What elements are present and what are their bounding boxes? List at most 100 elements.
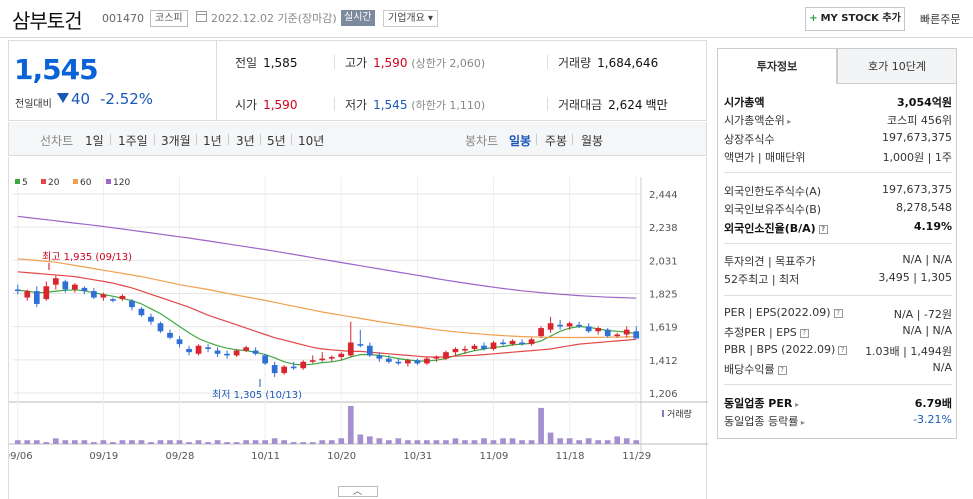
tab-investment-info[interactable]: 투자정보 [717,48,837,84]
volume-bar [395,438,402,444]
stat-high-value: 1,590 [373,56,408,70]
ma20-line [17,271,637,358]
candle-body [233,350,240,356]
tab-1year[interactable]: 1년 [203,134,222,148]
candle-body [214,350,221,354]
volume-bar [157,440,164,444]
volume-bar [595,440,602,444]
info-label: 배당수익률? [724,361,787,377]
volume-bar [186,442,192,444]
ma5-line [17,289,637,366]
volume-bar [433,440,440,444]
price-tick-label: 1,206 [649,389,678,400]
help-icon[interactable]: ? [838,346,848,355]
volume-bar [91,442,97,444]
info-label: 액면가 | 매매단위 [724,151,806,164]
chevron-right-icon[interactable]: ▸ [792,400,800,409]
volume-bar [319,440,326,444]
stats-divider [547,55,548,69]
date-tick-label: 11/29 [622,451,651,462]
tab-3month[interactable]: 3개월 [161,134,191,148]
help-icon[interactable]: ? [777,366,787,375]
chevron-up-icon: ︿ [353,487,363,497]
stock-chart[interactable]: 2,444 2,238 2,031 1,825 1,619 1,412 1,206 09/06… [8,157,708,499]
volume-bar [224,442,230,444]
legend-swatch [73,179,78,184]
low-annotation: 최저 1,305 (10/13) [212,389,302,401]
stat-prev-value: 1,585 [263,56,298,70]
chevron-right-icon[interactable]: ▸ [784,117,792,126]
tab-order-book[interactable]: 호가 10단계 [837,48,957,84]
info-label: 외국인보유주식수(B) [724,203,822,216]
volume-bar [281,440,288,444]
info-row: PER | EPS(2022.09)? N/A | -72원 [724,304,952,322]
volume-bar [52,438,59,444]
realtime-button[interactable]: 실시간 [341,10,375,26]
volume-bar [376,438,383,444]
tab-daily[interactable]: 일봉 [509,134,532,148]
candle-body [262,355,269,364]
price-tick-label: 1,412 [649,356,678,367]
quick-order-link[interactable]: 빠른주문 [920,13,961,26]
chevron-right-icon[interactable]: ▸ [798,418,805,427]
tab-1day[interactable]: 1일 [85,134,104,148]
stat-prev: 전일 1,585 [235,54,297,71]
volume-bar [576,440,583,444]
candle-body [224,353,230,356]
stat-amount-unit: 백만 [645,98,668,112]
volume-bar [176,440,183,444]
info-value: N/A | N/A [902,324,952,337]
tab-10year[interactable]: 10년 [298,134,325,148]
info-row: 시가총액 3,054억원 [724,92,952,110]
add-my-stock-button[interactable]: + MY STOCK 추가 [805,7,905,31]
stock-code: 001470 [102,12,144,25]
tab-3year[interactable]: 3년 [236,134,255,148]
section-divider [724,295,952,296]
company-overview-dropdown[interactable]: 기업개요 ▾ [383,10,439,27]
volume-bar [328,440,335,444]
volume-bar [233,442,240,444]
help-icon[interactable]: ? [833,309,843,318]
tab-divider [291,134,292,145]
price-tick-label: 2,031 [649,256,678,267]
help-icon[interactable]: ? [799,329,809,338]
volume-bar [509,438,516,444]
stat-volume: 거래량 1,684,646 [558,54,658,71]
candle-body [43,286,50,300]
tab-divider [228,134,229,145]
help-icon[interactable]: ? [818,225,828,234]
tab-1week[interactable]: 1주일 [118,134,148,148]
add-my-stock-label: MY STOCK 추가 [820,13,901,24]
volume-bar [14,440,21,444]
info-row: 추정PER | EPS? N/A | N/A [724,322,952,340]
legend-swatch [15,179,20,184]
stat-open: 시가 1,590 [235,96,297,113]
tab-weekly[interactable]: 주봉 [545,134,568,148]
candle-body [490,342,497,349]
info-row: 외국인보유주식수(B) 8,278,548 [724,199,952,217]
volume-bar [357,434,364,444]
volume-bar [271,438,278,444]
volume-bar [481,438,487,444]
candle-body [509,340,516,345]
candle-body [100,294,107,298]
candle-body [604,329,611,337]
stats-divider [334,97,335,111]
info-value: 8,278,548 [896,201,952,214]
tab-monthly[interactable]: 월봉 [581,134,604,148]
chart-canvas: 2,444 2,238 2,031 1,825 1,619 1,412 1,206 09/06… [9,177,708,462]
volume-bar [100,440,107,444]
candle-body [157,323,164,332]
volume-bar [262,440,269,444]
chart-collapse-button[interactable]: ︿ [338,486,378,497]
candle-body [443,352,449,359]
tab-5year[interactable]: 5년 [267,134,286,148]
volume-bar [252,440,259,444]
volume-bar [71,440,78,444]
volume-bar [566,438,573,444]
info-row: 동일업종 등락률 ▸ -3.21% [724,411,952,429]
volume-bar [129,440,135,444]
legend-label: 5 [22,178,28,188]
volume-bar [471,440,478,444]
candle-body [424,358,430,364]
